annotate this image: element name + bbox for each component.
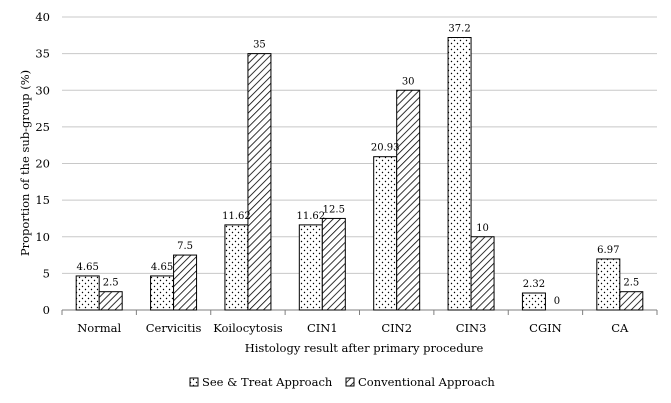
data-label: 12.5 (323, 204, 345, 215)
data-label: 4.65 (77, 262, 99, 273)
data-label: 6.97 (597, 245, 619, 256)
bar-dots-cin1 (298, 224, 323, 311)
data-label: 11.62 (222, 211, 251, 222)
bar-diagonal-hatch-koilocytosis (247, 53, 272, 311)
y-tick-label: 10 (35, 230, 50, 244)
y-tick-label: 25 (35, 120, 50, 134)
x-axis-title: Histology result after primary procedure (245, 341, 484, 355)
data-label: 37.2 (448, 24, 470, 35)
bar-diagonal-hatch-normal (98, 291, 123, 311)
y-tick-label: 0 (43, 303, 50, 317)
x-category-label: CIN2 (381, 321, 412, 335)
bar-dots-ca (596, 258, 621, 311)
data-label: 11.62 (296, 211, 325, 222)
y-tick-label: 40 (35, 10, 50, 24)
x-category-label: CIN3 (456, 321, 487, 335)
y-tick-label: 20 (35, 157, 50, 171)
data-label: 10 (476, 223, 489, 234)
bar-dots-cin2 (373, 156, 398, 311)
x-category-label: Normal (77, 321, 121, 335)
data-label: 2.32 (523, 279, 545, 290)
y-tick-label: 35 (35, 47, 50, 61)
grid-layer (61, 16, 658, 315)
bars-layer (75, 37, 644, 311)
x-category-label: Koilocytosis (213, 321, 283, 335)
data-label: 2.5 (623, 278, 639, 289)
data-label: 30 (402, 76, 415, 87)
bar-dots-koilocytosis (224, 224, 249, 311)
legend: See & Treat Approach Conventional Approac… (189, 375, 495, 389)
x-category-label: CIN1 (307, 321, 338, 335)
legend-label: See & Treat Approach (202, 375, 333, 389)
data-label: 0 (554, 296, 560, 307)
y-tick-label: 15 (35, 193, 50, 207)
legend-label: Conventional Approach (358, 375, 495, 389)
y-tick-label: 30 (35, 83, 50, 97)
data-label: 35 (253, 40, 266, 51)
legend-swatch-dots (189, 377, 199, 387)
y-axis-title: Proportion of the sub-group (%) (18, 70, 32, 256)
data-label: 4.65 (151, 262, 173, 273)
bar-dots-cgin (521, 292, 546, 311)
bar-diagonal-hatch-cin2 (396, 89, 421, 311)
legend-swatch-diagonal-hatch (345, 377, 355, 387)
x-category-label: CGIN (529, 321, 562, 335)
bar-diagonal-hatch-cin1 (321, 217, 346, 311)
bar-diagonal-hatch-ca (619, 291, 644, 311)
data-label: 20.93 (371, 143, 400, 154)
bar-dots-cervicitis (150, 275, 175, 311)
data-label: 7.5 (177, 241, 193, 252)
data-label: 2.5 (103, 278, 119, 289)
x-category-label: Cervicitis (146, 321, 202, 335)
bar-dots-cin3 (447, 37, 472, 311)
bar-dots-normal (75, 275, 100, 311)
bar-diagonal-hatch-cin3 (470, 236, 495, 311)
y-tick-label: 5 (43, 266, 50, 280)
labels-layer: 0 5 10 15 20 25 30 35 40 Normal 4.65 2.5 Cervicitis 4… (35, 10, 639, 335)
bar-diagonal-hatch-cervicitis (173, 254, 198, 311)
x-category-label: CA (611, 321, 629, 335)
